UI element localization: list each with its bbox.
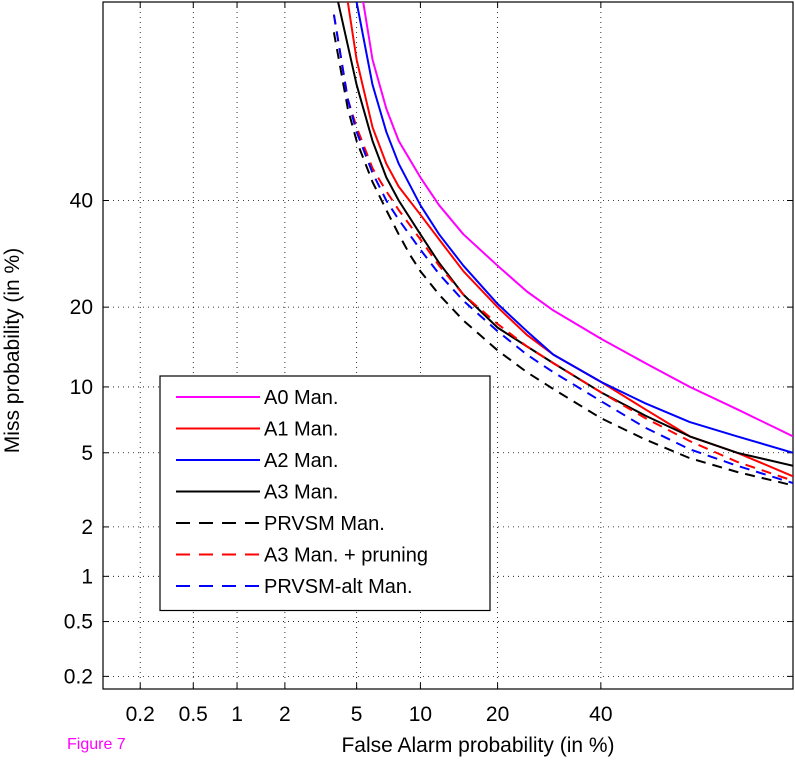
- x-tick-label: 5: [351, 703, 363, 726]
- y-tick-label: 5: [81, 442, 93, 465]
- series-line-4: [337, 2, 793, 467]
- legend-label: A1 Man.: [264, 419, 338, 441]
- legend-label: PRVSM Man.: [264, 513, 385, 535]
- y-tick-label: 2: [81, 516, 93, 539]
- x-axis-label: False Alarm probability (in %): [341, 734, 614, 757]
- x-tick-label: 20: [486, 703, 509, 726]
- x-tick-label: 40: [589, 703, 612, 726]
- x-tick-label: 0.5: [179, 703, 208, 726]
- x-tick-label: 2: [279, 703, 291, 726]
- series-line-1: [362, 2, 793, 438]
- legend-label: A3 Man.: [264, 482, 338, 504]
- axis-ticks: 0.2 0.5 1 2 5 10 20 40 0.2 0.5 1 2 5 10 20 40: [64, 2, 793, 726]
- series-line-5: [332, 32, 793, 487]
- x-tick-label: 10: [409, 703, 432, 726]
- y-tick-label: 40: [70, 190, 93, 213]
- series-line-6: [332, 14, 793, 482]
- figure-caption: Figure 7: [67, 736, 126, 753]
- legend: A0 Man. A1 Man. A2 Man. A3 Man. PRVSM Man. A3…: [159, 375, 491, 612]
- legend-label: A0 Man.: [264, 387, 338, 409]
- x-tick-label: 1: [231, 703, 243, 726]
- plot-frame: [102, 1, 794, 690]
- y-tick-label: 1: [81, 565, 93, 588]
- legend-label: A3 Man. + pruning: [264, 545, 428, 567]
- y-tick-label: 0.2: [64, 665, 93, 688]
- x-tick-label: 0.2: [126, 703, 155, 726]
- series-lines: [332, 2, 793, 487]
- legend-label: A2 Man.: [264, 450, 338, 472]
- legend-label: PRVSM-alt Man.: [264, 576, 413, 598]
- y-tick-label: 10: [70, 376, 93, 399]
- y-tick-label: 20: [70, 296, 93, 319]
- y-axis-label: Miss probability (in %): [1, 248, 24, 453]
- y-tick-label: 0.5: [64, 611, 93, 634]
- series-line-2: [346, 2, 793, 478]
- series-line-3: [355, 2, 793, 454]
- legend-box: [159, 375, 491, 612]
